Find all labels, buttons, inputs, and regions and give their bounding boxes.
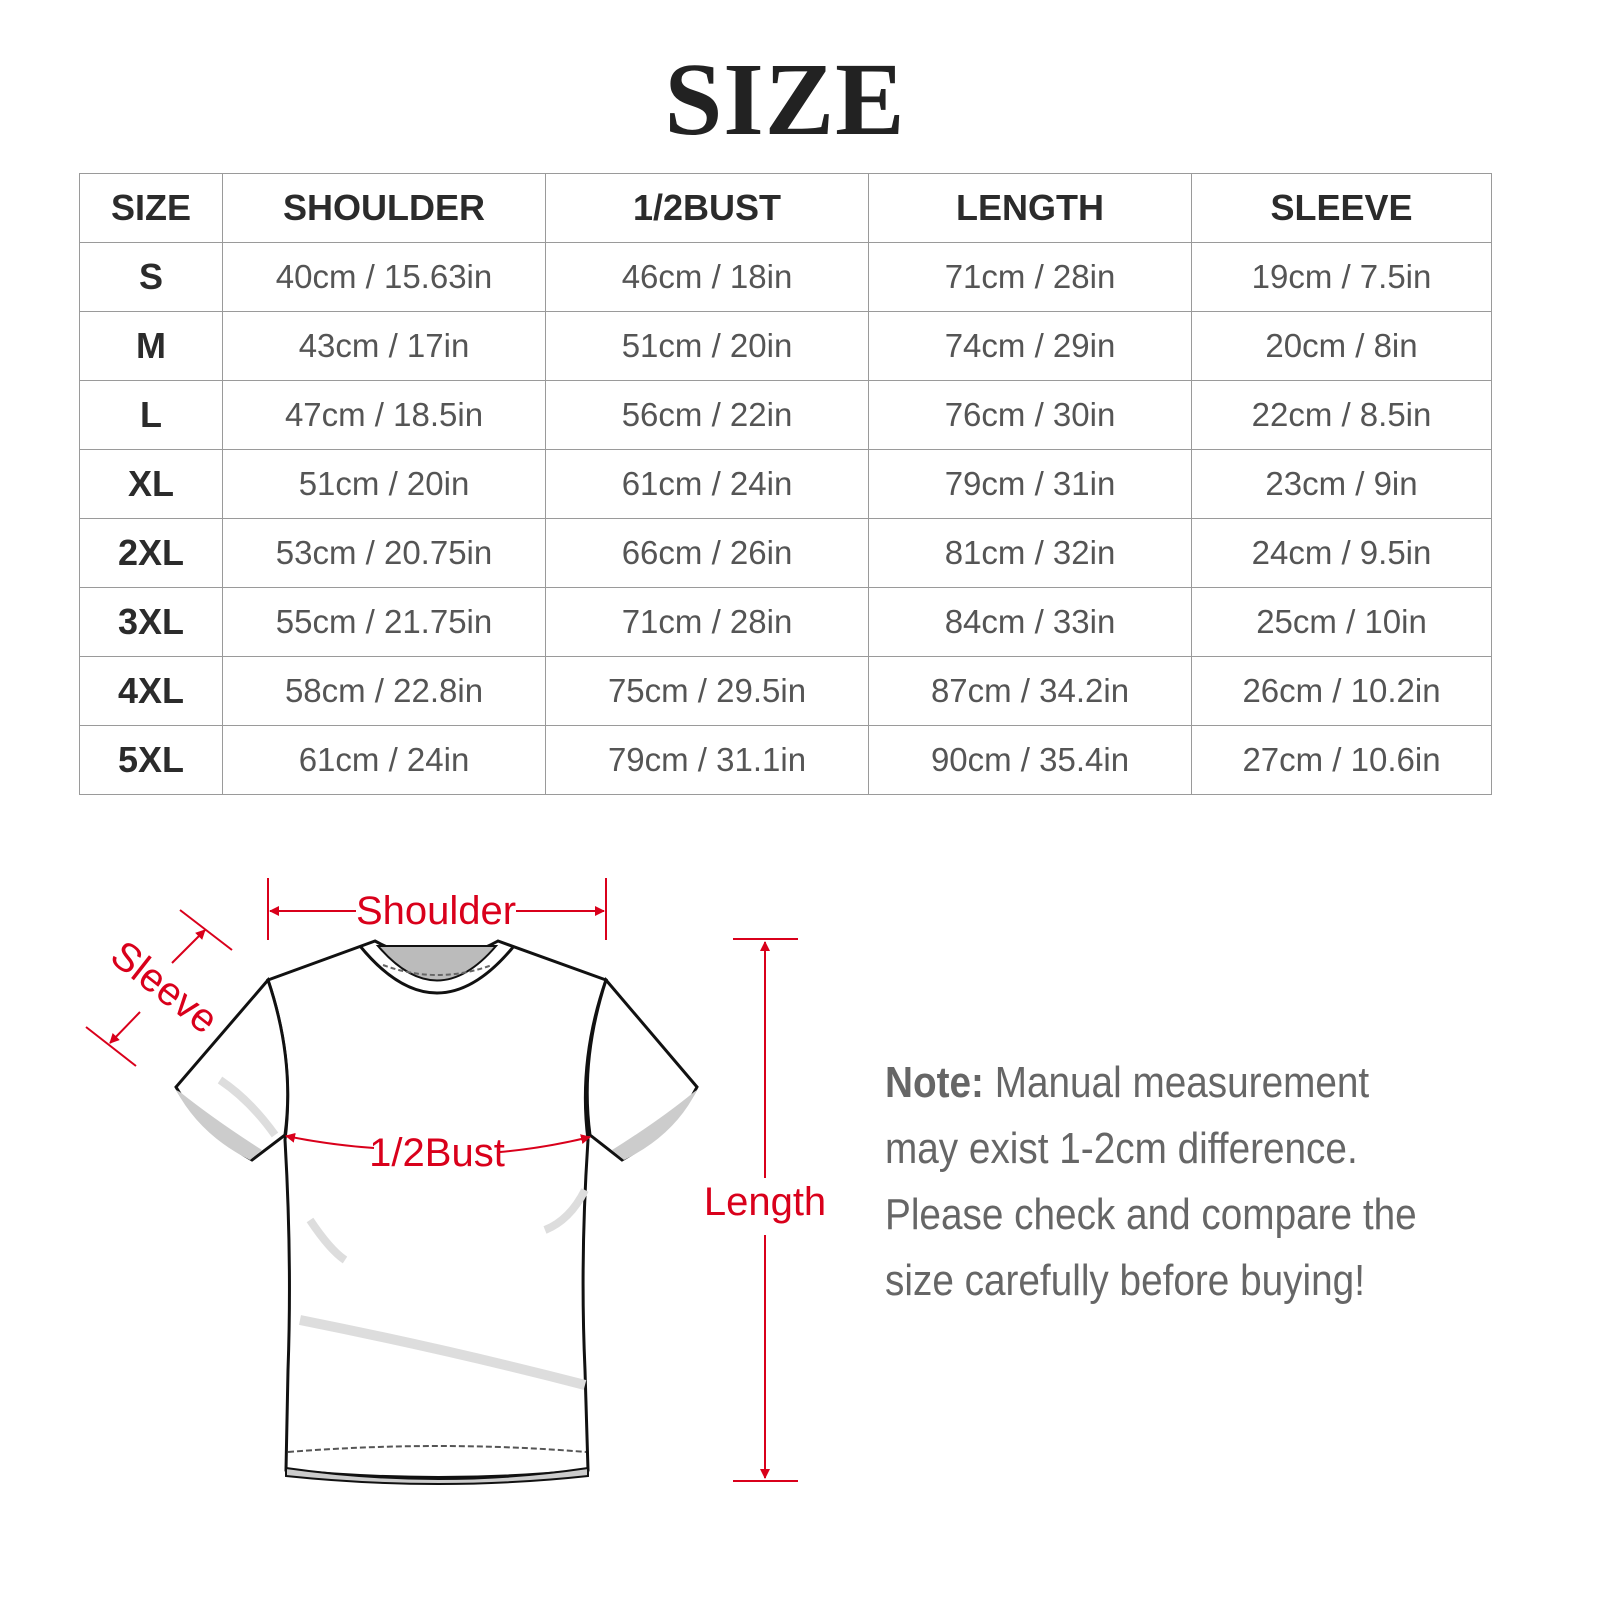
measurement-cell: 61cm / 24in bbox=[545, 449, 869, 519]
measurement-cell: 20cm / 8in bbox=[1191, 311, 1492, 381]
table-row: 3XL 55cm / 21.75in 71cm / 28in 84cm / 33in 2… bbox=[79, 587, 1492, 657]
measurement-cell: 84cm / 33in bbox=[868, 587, 1192, 657]
bust-measure: 1/2Bust bbox=[285, 1131, 591, 1175]
measurement-cell: 90cm / 35.4in bbox=[868, 725, 1192, 795]
page-title: SIZE bbox=[664, 42, 906, 157]
measurement-cell: 24cm / 9.5in bbox=[1191, 518, 1492, 588]
size-label: 5XL bbox=[79, 725, 223, 795]
measurement-cell: 71cm / 28in bbox=[545, 587, 869, 657]
measurement-cell: 55cm / 21.75in bbox=[222, 587, 546, 657]
note-label: Note: bbox=[885, 1058, 984, 1107]
measurement-cell: 71cm / 28in bbox=[868, 242, 1192, 312]
measurement-cell: 76cm / 30in bbox=[868, 380, 1192, 450]
table-row: XL 51cm / 20in 61cm / 24in 79cm / 31in 23cm … bbox=[79, 449, 1492, 519]
measurement-cell: 22cm / 8.5in bbox=[1191, 380, 1492, 450]
measurement-cell: 51cm / 20in bbox=[545, 311, 869, 381]
measurement-cell: 53cm / 20.75in bbox=[222, 518, 546, 588]
size-label: XL bbox=[79, 449, 223, 519]
sleeve-label: Sleeve bbox=[102, 932, 225, 1042]
tshirt-icon bbox=[174, 939, 699, 1485]
size-label: S bbox=[79, 242, 223, 312]
note: Note: Manual measurement may exist 1-2cm… bbox=[885, 1050, 1448, 1314]
shoulder-label: Shoulder bbox=[356, 889, 516, 933]
measurement-cell: 81cm / 32in bbox=[868, 518, 1192, 588]
table-row: 4XL 58cm / 22.8in 75cm / 29.5in 87cm / 34.2… bbox=[79, 656, 1492, 726]
measurement-cell: 40cm / 15.63in bbox=[222, 242, 546, 312]
measurement-cell: 43cm / 17in bbox=[222, 311, 546, 381]
sleeve-measure: Sleeve bbox=[85, 909, 233, 1067]
measurement-cell: 19cm / 7.5in bbox=[1191, 242, 1492, 312]
size-label: 4XL bbox=[79, 656, 223, 726]
table-row: S 40cm / 15.63in 46cm / 18in 71cm / 28in 19c… bbox=[79, 242, 1492, 312]
measurement-cell: 61cm / 24in bbox=[222, 725, 546, 795]
table-row: L 47cm / 18.5in 56cm / 22in 76cm / 30in 22cm… bbox=[79, 380, 1492, 450]
note-text: Manual measurement may exist 1-2cm diffe… bbox=[885, 1058, 1417, 1305]
table-header-row: SIZE SHOULDER 1/2BUST LENGTH SLEEVE bbox=[79, 173, 1492, 243]
measurement-cell: 23cm / 9in bbox=[1191, 449, 1492, 519]
size-label: L bbox=[79, 380, 223, 450]
bust-label: 1/2Bust bbox=[369, 1131, 505, 1175]
length-measure: Length bbox=[704, 938, 826, 1482]
table-row: M 43cm / 17in 51cm / 20in 74cm / 29in 20cm /… bbox=[79, 311, 1492, 381]
measurement-cell: 58cm / 22.8in bbox=[222, 656, 546, 726]
shoulder-measure: Shoulder bbox=[267, 878, 607, 940]
measurement-cell: 27cm / 10.6in bbox=[1191, 725, 1492, 795]
measurement-cell: 79cm / 31.1in bbox=[545, 725, 869, 795]
header-size: SIZE bbox=[79, 173, 223, 243]
measurement-cell: 66cm / 26in bbox=[545, 518, 869, 588]
size-label: M bbox=[79, 311, 223, 381]
table-row: 2XL 53cm / 20.75in 66cm / 26in 81cm / 32in 2… bbox=[79, 518, 1492, 588]
header-sleeve: SLEEVE bbox=[1191, 173, 1492, 243]
measurement-cell: 25cm / 10in bbox=[1191, 587, 1492, 657]
measurement-cell: 46cm / 18in bbox=[545, 242, 869, 312]
table-row: 5XL 61cm / 24in 79cm / 31.1in 90cm / 35.4in… bbox=[79, 725, 1492, 795]
header-bust: 1/2BUST bbox=[545, 173, 869, 243]
measurement-cell: 75cm / 29.5in bbox=[545, 656, 869, 726]
size-table: SIZE SHOULDER 1/2BUST LENGTH SLEEVE S 40c… bbox=[79, 173, 1492, 795]
header-length: LENGTH bbox=[868, 173, 1192, 243]
length-label: Length bbox=[704, 1180, 826, 1224]
measurement-cell: 56cm / 22in bbox=[545, 380, 869, 450]
measurement-cell: 74cm / 29in bbox=[868, 311, 1192, 381]
measurement-cell: 26cm / 10.2in bbox=[1191, 656, 1492, 726]
size-label: 3XL bbox=[79, 587, 223, 657]
measurement-cell: 51cm / 20in bbox=[222, 449, 546, 519]
